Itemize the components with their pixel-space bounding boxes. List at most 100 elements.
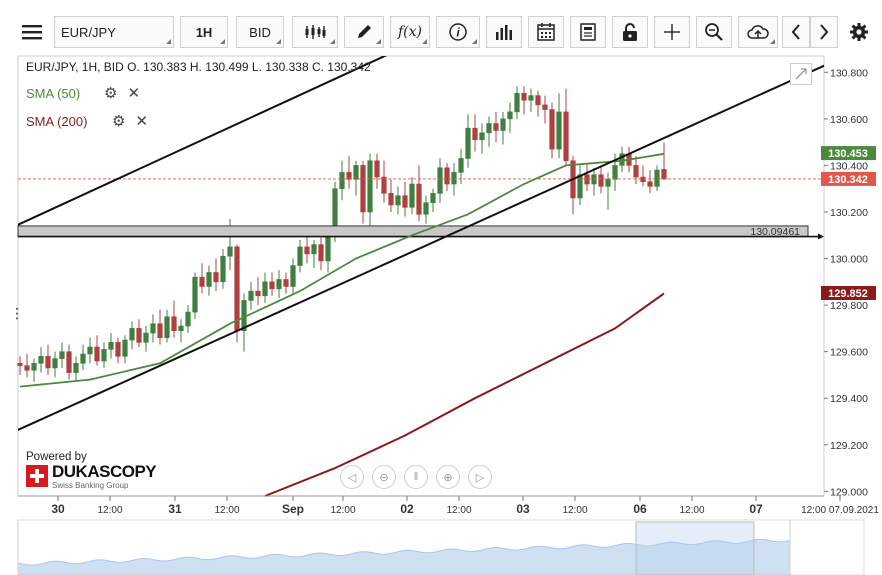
candle-body — [17, 363, 23, 366]
candle-body — [409, 183, 415, 208]
candle-body — [80, 353, 86, 364]
navigator-area — [17, 538, 791, 575]
candle-body — [24, 365, 30, 371]
candle-body — [661, 169, 667, 180]
y-tick-label: 129.600 — [830, 347, 868, 359]
support-line-arrow — [818, 233, 824, 240]
sma50-price-label: 130.453 — [828, 148, 868, 160]
gear-icon — [850, 23, 868, 41]
calendar-button[interactable] — [528, 16, 564, 48]
candle-body — [234, 246, 240, 332]
candle-body — [45, 356, 51, 369]
candle-body — [542, 104, 548, 110]
candle-body — [493, 123, 499, 131]
fit-button[interactable]: ‖ — [404, 465, 428, 489]
sma200-label: SMA (200) — [26, 113, 88, 129]
candle-body — [374, 160, 380, 178]
volume-bars-icon — [496, 25, 512, 40]
share-button[interactable] — [738, 16, 778, 48]
dukascopy-branding: Powered by DUKASCOPY Swiss Banking Group — [26, 451, 157, 495]
candle-body — [52, 358, 58, 369]
zoom-icon — [705, 23, 723, 41]
drag-handle-icon: ⋮ — [10, 305, 24, 321]
calendar-icon — [537, 23, 555, 41]
candle-body — [647, 181, 653, 187]
cloud-upload-icon — [747, 25, 769, 39]
candle-body — [591, 174, 597, 185]
candle-body — [465, 127, 471, 159]
last-price-label: 130.342 — [828, 174, 868, 186]
trendline — [18, 56, 388, 226]
news-icon — [580, 23, 596, 41]
sma200-remove-icon[interactable]: ✕ — [135, 113, 149, 130]
pan-left-button[interactable]: ◁ — [340, 465, 364, 489]
sma50-price-box — [821, 146, 876, 161]
volume-button[interactable] — [486, 16, 522, 48]
candle-body — [598, 174, 604, 187]
candle-body — [178, 325, 184, 332]
lock-button[interactable] — [612, 16, 648, 48]
candle-body — [605, 179, 611, 187]
info-button[interactable]: i — [436, 16, 480, 48]
price-side-select[interactable]: BID — [236, 16, 284, 48]
instrument-label: EUR/JPY — [61, 24, 116, 40]
candle-body — [325, 234, 331, 262]
hamburger-menu-icon — [22, 25, 42, 40]
candle-body — [304, 246, 310, 255]
scroll-right-button[interactable] — [810, 16, 838, 48]
timeframe-label: 1H — [195, 24, 213, 40]
pan-right-button[interactable]: ▷ — [468, 465, 492, 489]
x-tick-label: 06 — [633, 502, 647, 516]
instrument-select[interactable]: EUR/JPY — [54, 16, 174, 48]
indicators-button[interactable]: f(x) — [390, 16, 430, 48]
x-tick-label: 03 — [516, 502, 530, 516]
candle-body — [514, 92, 520, 113]
candle-body — [416, 183, 422, 215]
candle-body — [143, 332, 149, 343]
candle-body — [444, 167, 450, 185]
zoom-in-button[interactable]: ⊕ — [436, 465, 460, 489]
sma200-settings-icon[interactable]: ⚙ — [112, 113, 126, 130]
y-tick-label: 130.800 — [830, 67, 868, 79]
candle-body — [164, 316, 170, 338]
x-tick-label: 12:00 — [214, 505, 239, 516]
candle-body — [388, 193, 394, 206]
candle-body — [486, 123, 492, 134]
candle-body — [451, 172, 457, 185]
scroll-left-button[interactable] — [782, 16, 810, 48]
candle-body — [500, 118, 506, 131]
ohlc-legend: EUR/JPY, 1H, BID O. 130.383 H. 130.499 L… — [26, 60, 371, 74]
candle-body — [290, 265, 296, 287]
fit-icon: ‖ — [413, 471, 419, 483]
candle-body — [66, 351, 72, 373]
crosshair-button[interactable] — [654, 16, 690, 48]
news-button[interactable] — [570, 16, 606, 48]
expand-button[interactable] — [790, 63, 812, 85]
timeframe-select[interactable]: 1H — [180, 16, 228, 48]
candle-body — [479, 132, 485, 141]
candle-body — [192, 276, 198, 313]
settings-button[interactable] — [844, 16, 874, 48]
svg-text:i: i — [456, 26, 460, 40]
candle-body — [157, 323, 163, 338]
candle-type-button[interactable] — [292, 16, 338, 48]
sma50-remove-icon[interactable]: ✕ — [127, 85, 141, 102]
chevron-right-icon — [820, 24, 829, 40]
zoom-out-button[interactable]: ⊖ — [372, 465, 396, 489]
candles-layer — [17, 86, 667, 382]
y-tick-label: 129.000 — [830, 486, 868, 498]
candle-body — [535, 95, 541, 106]
x-tick-label: 12:00 — [446, 505, 471, 516]
candle-body — [136, 328, 142, 343]
draw-tool-button[interactable] — [344, 16, 384, 48]
candle-body — [395, 195, 401, 206]
candle-body — [472, 127, 478, 141]
menu-button[interactable] — [18, 16, 46, 48]
y-tick-label: 130.000 — [830, 254, 868, 266]
zoom-button[interactable] — [696, 16, 732, 48]
brand-sub: Swiss Banking Group — [52, 481, 129, 490]
sma200-line — [264, 292, 665, 497]
last-price-box — [821, 171, 876, 186]
sma50-settings-icon[interactable]: ⚙ — [104, 85, 118, 102]
